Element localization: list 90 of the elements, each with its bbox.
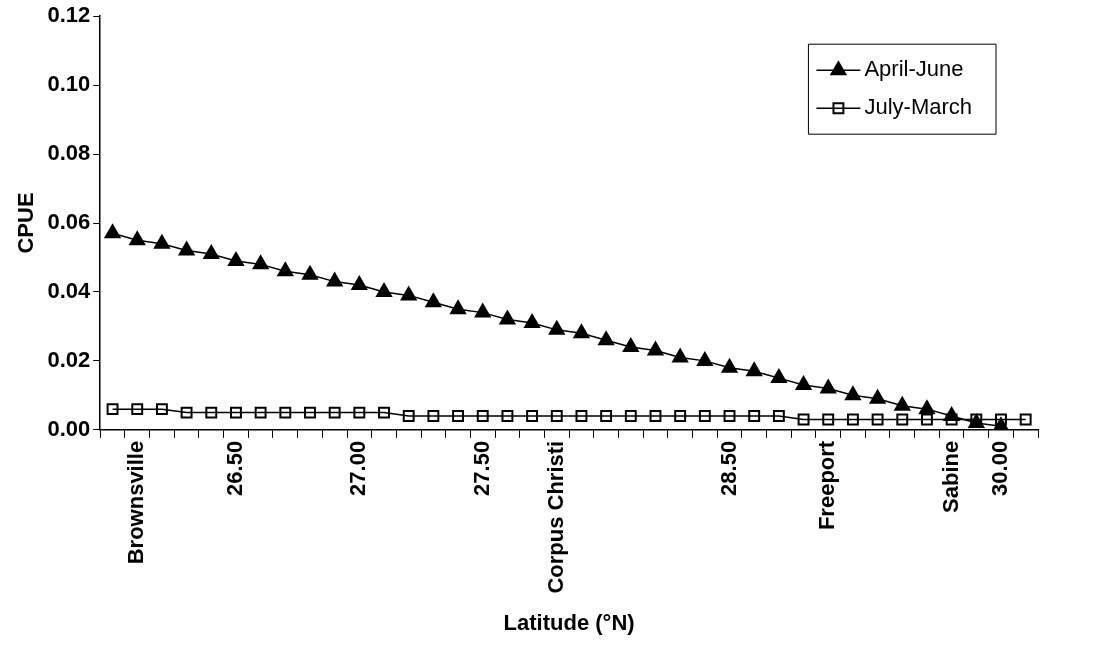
point bbox=[919, 400, 935, 415]
point bbox=[376, 282, 392, 297]
y-tick-label: 0.06 bbox=[47, 209, 91, 235]
point bbox=[180, 406, 193, 419]
point bbox=[647, 341, 664, 356]
point bbox=[674, 410, 687, 422]
point bbox=[995, 413, 1007, 426]
x-tick-label: Freeport bbox=[814, 440, 840, 531]
point bbox=[772, 410, 785, 422]
point bbox=[573, 324, 590, 339]
y-tick-label: 0.02 bbox=[47, 346, 91, 372]
point bbox=[598, 331, 615, 346]
point bbox=[723, 410, 736, 422]
point bbox=[450, 300, 466, 315]
point bbox=[228, 251, 244, 266]
point bbox=[155, 403, 168, 416]
point bbox=[921, 413, 933, 426]
point bbox=[230, 406, 242, 419]
point bbox=[501, 410, 514, 422]
point bbox=[795, 376, 812, 391]
point bbox=[575, 410, 588, 422]
point bbox=[526, 410, 539, 422]
x-tick-label: 27.50 bbox=[468, 440, 494, 496]
y-tick-label: 0.04 bbox=[47, 278, 91, 304]
point bbox=[624, 410, 637, 422]
point bbox=[203, 245, 220, 260]
y-tick-label: 0.00 bbox=[47, 415, 91, 441]
point bbox=[871, 413, 884, 426]
point bbox=[770, 369, 787, 384]
point bbox=[797, 413, 810, 426]
point bbox=[378, 406, 390, 419]
legend-label: July-March bbox=[864, 94, 973, 120]
point bbox=[351, 276, 368, 291]
point bbox=[400, 286, 417, 301]
point bbox=[129, 231, 146, 246]
point bbox=[869, 389, 886, 404]
y-tick-label: 0.10 bbox=[47, 71, 91, 97]
point bbox=[550, 410, 563, 422]
point bbox=[548, 320, 565, 335]
point bbox=[524, 313, 541, 328]
point bbox=[425, 293, 442, 308]
x-tick-label: 27.00 bbox=[345, 440, 371, 496]
point bbox=[820, 379, 837, 394]
point bbox=[476, 410, 489, 422]
point bbox=[474, 303, 491, 318]
point bbox=[106, 403, 119, 416]
point bbox=[846, 413, 859, 426]
point bbox=[304, 406, 316, 419]
point bbox=[353, 406, 366, 419]
point bbox=[326, 272, 343, 287]
y-tick-label: 0.08 bbox=[47, 140, 91, 166]
point bbox=[252, 255, 269, 270]
x-tick-label: Brownsville bbox=[123, 440, 149, 565]
y-tick-label: 0.12 bbox=[47, 2, 91, 28]
point bbox=[277, 262, 294, 277]
point bbox=[104, 224, 121, 239]
point bbox=[302, 265, 318, 280]
x-tick-label: Sabine bbox=[937, 440, 963, 513]
point bbox=[748, 410, 761, 422]
point bbox=[1019, 413, 1032, 426]
point bbox=[746, 362, 763, 377]
point bbox=[649, 410, 662, 422]
point bbox=[452, 410, 465, 422]
point bbox=[254, 406, 267, 419]
x-tick-label: 26.50 bbox=[222, 440, 248, 496]
point bbox=[822, 413, 835, 426]
point bbox=[131, 403, 144, 416]
point bbox=[696, 351, 713, 366]
x-tick-label: 30.00 bbox=[987, 440, 1013, 496]
point bbox=[672, 348, 689, 363]
legend-label: April-June bbox=[864, 56, 964, 82]
point bbox=[600, 410, 613, 422]
x-tick-label: 28.50 bbox=[715, 440, 741, 496]
point bbox=[894, 396, 911, 411]
point bbox=[328, 406, 341, 419]
point bbox=[499, 310, 516, 325]
point bbox=[427, 410, 440, 422]
point bbox=[178, 241, 195, 256]
point bbox=[721, 358, 738, 373]
x-axis-title: Latitude (°N) bbox=[503, 609, 635, 635]
x-tick-label: Corpus Christi bbox=[542, 440, 568, 594]
point bbox=[896, 413, 909, 426]
point bbox=[205, 406, 218, 419]
point bbox=[844, 386, 861, 401]
point bbox=[622, 338, 639, 353]
y-axis-title: CPUE bbox=[13, 192, 39, 254]
point bbox=[153, 234, 170, 249]
point bbox=[698, 410, 711, 422]
point bbox=[279, 406, 292, 419]
point bbox=[402, 410, 415, 422]
